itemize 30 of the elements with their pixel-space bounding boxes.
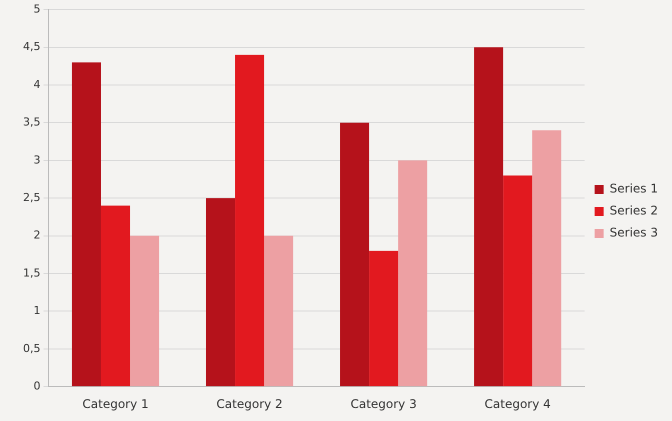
bar (235, 54, 264, 386)
bar (398, 160, 428, 386)
bar (100, 206, 130, 386)
y-tick-label: 5 (33, 2, 40, 16)
y-tick-label: 1 (33, 304, 40, 318)
x-tick-label: Category 4 (484, 396, 551, 411)
legend-label: Series 3 (610, 226, 658, 240)
bar (369, 250, 398, 386)
y-tick-label: 0,5 (22, 342, 40, 355)
bar (503, 175, 532, 386)
bar (72, 62, 101, 386)
y-tick-label: 3,5 (22, 116, 40, 129)
x-tick-label: Category 1 (82, 396, 149, 411)
y-tick-label: 4,5 (22, 40, 40, 54)
y-tick-label: 2,5 (22, 190, 40, 204)
bar (264, 236, 294, 386)
y-tick-label: 1,5 (22, 266, 40, 280)
y-tick-label: 4 (33, 78, 40, 91)
legend-label: Series 2 (610, 204, 658, 218)
y-tick-label: 0 (33, 379, 40, 392)
y-tick-label: 3 (33, 153, 40, 166)
bar (340, 122, 370, 386)
y-tick-label: 2 (33, 228, 40, 242)
bar (130, 236, 160, 386)
x-tick-label: Category 3 (350, 396, 417, 411)
bar (474, 47, 504, 386)
bar (532, 130, 562, 386)
legend-label: Series 1 (610, 182, 658, 196)
bar (206, 198, 236, 386)
x-tick-label: Category 2 (216, 396, 283, 411)
